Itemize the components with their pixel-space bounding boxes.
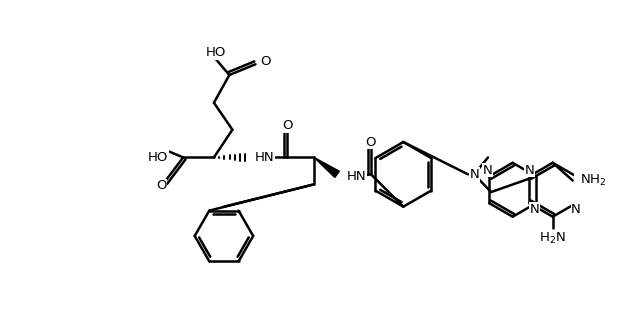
Text: O: O	[366, 136, 376, 148]
Text: HN: HN	[255, 151, 274, 164]
Text: O: O	[282, 119, 292, 132]
Text: HO: HO	[206, 46, 226, 59]
Text: O: O	[260, 55, 270, 68]
Text: N: N	[525, 164, 534, 177]
Text: HO: HO	[148, 151, 169, 164]
Text: N: N	[469, 168, 479, 181]
Text: NH$_2$: NH$_2$	[580, 173, 607, 188]
Text: H$_2$N: H$_2$N	[539, 231, 566, 246]
Text: N: N	[571, 203, 581, 216]
Text: O: O	[157, 180, 167, 192]
Polygon shape	[314, 157, 339, 178]
Text: HN: HN	[346, 170, 366, 183]
Text: N: N	[530, 203, 539, 216]
Text: N: N	[483, 164, 493, 177]
